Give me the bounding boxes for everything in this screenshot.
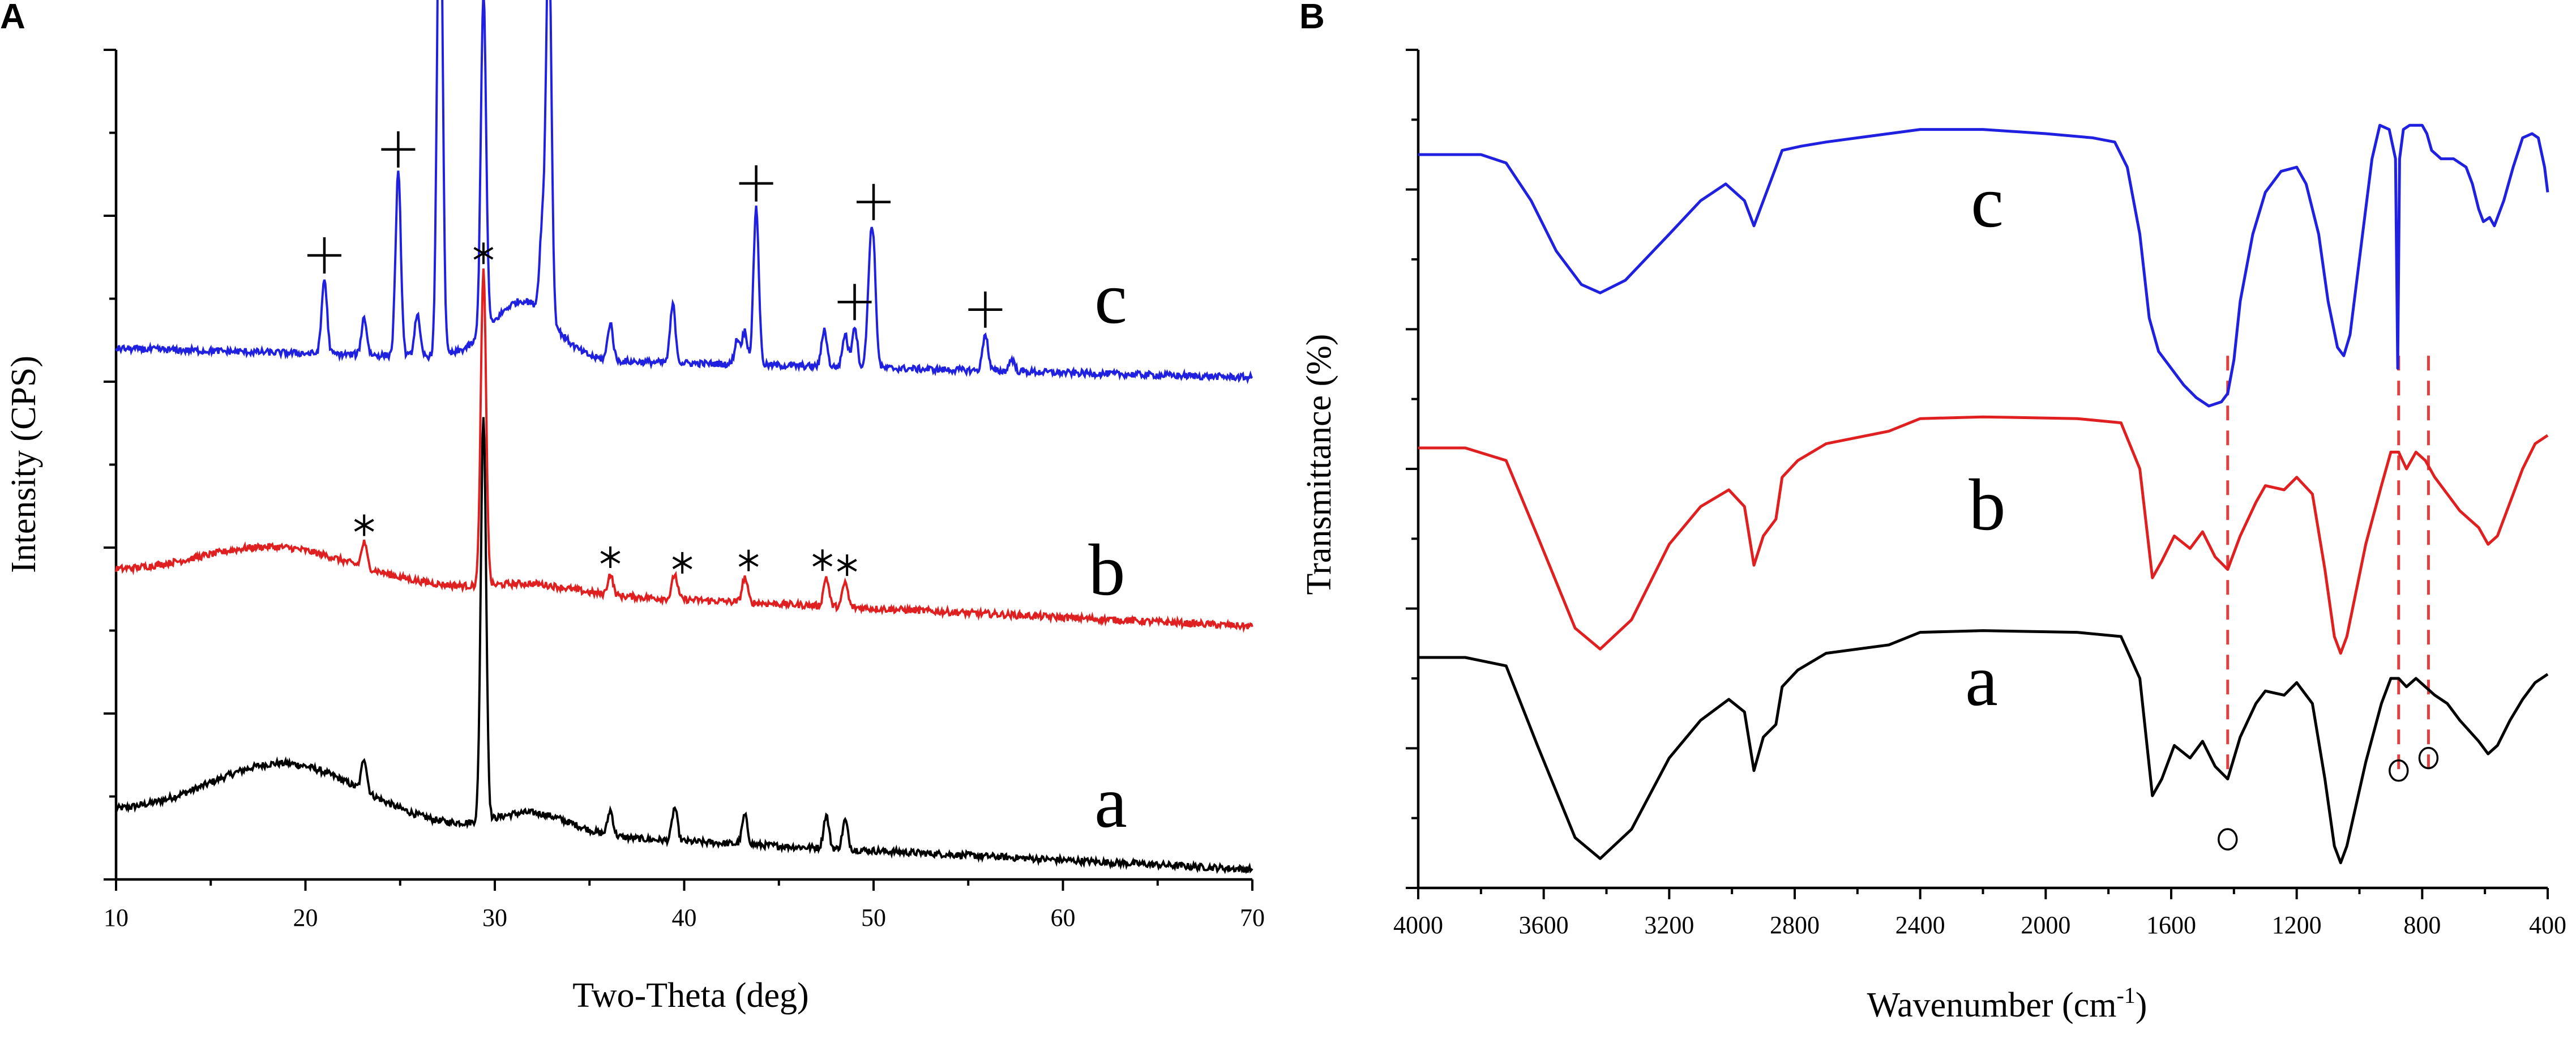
panel-b-circle-marker	[2418, 746, 2439, 770]
panel-b-x-axis-title-main: Wavenumber (cm	[1867, 986, 2117, 1024]
panel-b-curve-label-b: b	[1969, 464, 2006, 546]
panel-b-curve-label-a: a	[1965, 640, 1998, 721]
panel-a-star-stroke	[354, 519, 374, 532]
panel-a-x-tick-label: 10	[104, 904, 129, 932]
panel-a-star-stroke	[600, 550, 621, 564]
panel-a-curve-label-a: a	[1094, 762, 1127, 843]
panel-a-x-tick-labels: 10 20 30 40 50 60 70	[104, 904, 1265, 932]
panel-b-x-axis-title-end: )	[2136, 986, 2147, 1024]
panel-a-x-tick-label: 30	[482, 904, 507, 932]
panel-b-x-axis-title: Wavenumber (cm-1)	[1867, 983, 2147, 1024]
panel-a-star-marker	[600, 546, 621, 568]
panel-a-x-tick-label: 60	[1051, 904, 1076, 932]
panel-a-star-marker	[738, 549, 759, 571]
panel-b-annotations	[2218, 746, 2439, 851]
panel-a-x-axis-title: Two-Theta (deg)	[572, 976, 808, 1015]
panel-a-series-b	[115, 268, 1253, 633]
panel-a-star-stroke	[473, 247, 494, 260]
panel-b-x-tick-label: 1600	[2146, 911, 2196, 939]
panel-b-series-b	[1418, 415, 2549, 655]
panel-a-label: A	[0, 0, 25, 36]
panel-b-series	[1418, 123, 2549, 865]
panel-a-x-ticks	[115, 879, 1253, 891]
panel-a-series-a	[115, 417, 1253, 874]
panel-b-x-tick-label: 2400	[1895, 911, 1945, 939]
panel-a-y-ticks	[104, 49, 116, 881]
panel-a-series-c	[115, 0, 1253, 385]
panel-b-series-a	[1418, 629, 2549, 865]
panel-b-x-tick-label: 3600	[1519, 911, 1569, 939]
panel-a-x-tick-label: 50	[861, 904, 886, 932]
panel-b-curve-label-c: c	[1971, 161, 2004, 243]
panel-b-x-tick-label: 4000	[1393, 911, 1443, 939]
panel-a-star-stroke	[837, 558, 857, 572]
panel-a-star-marker	[473, 242, 494, 264]
panel-a-x-tick-label: 70	[1240, 904, 1265, 932]
panel-b-x-tick-label: 800	[2403, 911, 2441, 939]
panel-b-x-tick-label: 2800	[1770, 911, 1820, 939]
panel-b-circle-marker	[2389, 759, 2409, 782]
panel-a-curve-label-c: c	[1094, 258, 1127, 339]
panel-a-star-stroke	[672, 556, 692, 570]
panel-b-x-tick-label: 3200	[1644, 911, 1694, 939]
panel-a-star-marker	[812, 549, 833, 571]
panel-a-star-marker	[837, 554, 857, 576]
panel-b-x-ticks	[1417, 888, 2549, 899]
panel-a-x-tick-label: 20	[293, 904, 318, 932]
panel-a-star-stroke	[812, 553, 833, 567]
panel-b: B 4000 3600 3200 2800 2400 2000 1600 1200 800 400…	[1299, 0, 2566, 1024]
panel-a-annotations	[307, 131, 1003, 576]
panel-b-x-axis-title-superscript: -1	[2116, 983, 2135, 1008]
panel-a-curve-label-b: b	[1089, 529, 1126, 611]
panel-a-star-marker	[672, 552, 692, 574]
panel-a-series	[115, 0, 1253, 874]
panel-a-star-stroke	[738, 554, 759, 567]
panel-b-reference-lines	[2226, 356, 2430, 779]
panel-b-y-axis-title: Transmittance (%)	[1300, 334, 1338, 595]
panel-b-y-ticks	[1406, 49, 1418, 889]
panel-a-x-tick-label: 40	[672, 904, 697, 932]
panel-b-x-tick-label: 400	[2529, 911, 2566, 939]
panel-b-series-c	[1418, 123, 2549, 408]
panel-b-x-tick-label: 1200	[2272, 911, 2322, 939]
panel-a-star-marker	[354, 514, 374, 536]
panel-a-y-axis-title: Intensity (CPS)	[5, 356, 43, 573]
panel-b-x-tick-label: 2000	[2021, 911, 2070, 939]
panel-b-circle-marker	[2218, 828, 2238, 851]
panel-a: A 10 20 30 40 50 60 70 Two-Theta (deg) Intensi…	[0, 0, 1265, 1015]
panel-b-x-tick-labels: 4000 3600 3200 2800 2400 2000 1600 1200 800 400	[1393, 911, 2566, 939]
panel-b-label: B	[1299, 0, 1325, 36]
